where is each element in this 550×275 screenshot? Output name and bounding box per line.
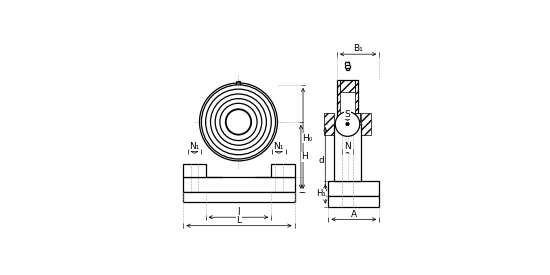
- Text: L: L: [236, 216, 241, 225]
- Polygon shape: [183, 177, 295, 192]
- Text: N₁: N₁: [189, 142, 200, 151]
- Ellipse shape: [206, 89, 271, 155]
- Polygon shape: [334, 124, 361, 181]
- Text: H₀: H₀: [302, 134, 312, 143]
- Text: B₁: B₁: [353, 44, 363, 53]
- Circle shape: [336, 112, 360, 136]
- Polygon shape: [337, 79, 358, 124]
- Ellipse shape: [220, 103, 257, 141]
- Text: H: H: [301, 152, 308, 161]
- Text: S: S: [345, 110, 350, 119]
- Ellipse shape: [215, 99, 262, 145]
- Polygon shape: [328, 181, 379, 196]
- Text: d: d: [318, 156, 324, 164]
- Ellipse shape: [211, 94, 266, 150]
- Text: J: J: [237, 207, 240, 216]
- Circle shape: [346, 122, 349, 126]
- Ellipse shape: [201, 85, 276, 159]
- Ellipse shape: [226, 109, 251, 135]
- Text: H₁: H₁: [316, 189, 326, 199]
- Polygon shape: [183, 164, 206, 177]
- Text: N: N: [344, 142, 351, 152]
- Text: N₁: N₁: [273, 142, 284, 151]
- Polygon shape: [355, 114, 360, 122]
- Polygon shape: [328, 196, 379, 207]
- Text: A: A: [351, 210, 357, 219]
- Polygon shape: [183, 192, 295, 202]
- Polygon shape: [271, 164, 295, 177]
